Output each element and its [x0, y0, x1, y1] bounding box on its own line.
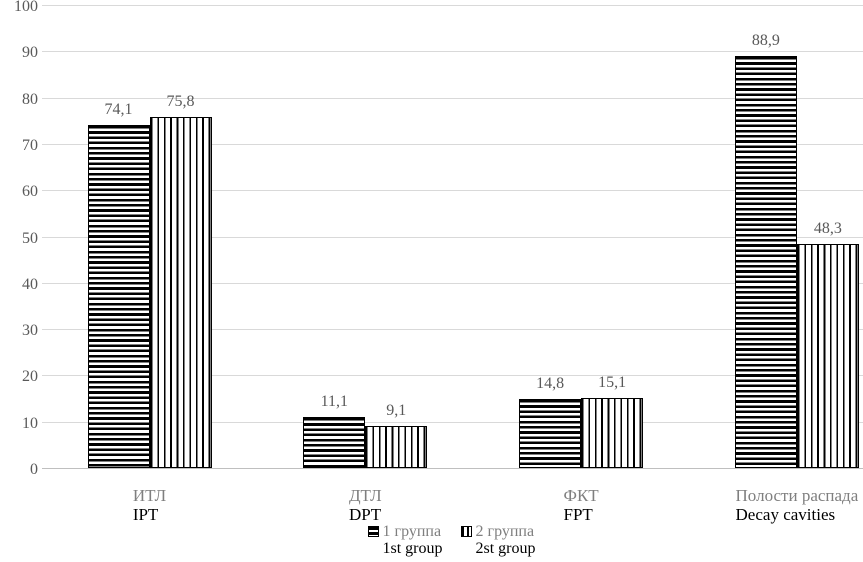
- bar-vertical-stripes-decay-cavities: [796, 244, 859, 468]
- y-axis-tick-label: 10: [22, 414, 38, 432]
- data-label: 11,1: [320, 392, 348, 410]
- category-label-ru: Полости распада: [735, 486, 859, 505]
- category-label-fpt: ФКТ FPT: [564, 486, 599, 524]
- category-label-ru: ФКТ: [563, 486, 599, 505]
- legend-entry-group2: 2 группа 2st group: [460, 523, 536, 557]
- bar-vertical-stripes-ipt: [149, 117, 212, 468]
- y-axis-tick-label: 20: [22, 368, 38, 386]
- y-axis-tick-label: 0: [30, 461, 38, 478]
- gridline: [42, 51, 863, 53]
- category-label-en: Decay cavities: [735, 505, 836, 524]
- x-axis-line: [42, 468, 863, 469]
- legend-label-group2-ru: 2 группа: [475, 523, 535, 540]
- category-label-dpt: ДТЛ DPT: [349, 486, 382, 524]
- legend-label-group1-en: 1st group: [382, 540, 443, 557]
- gridline: [42, 421, 863, 423]
- gridline: [42, 5, 863, 6]
- data-label: 74,1: [104, 100, 133, 118]
- bar-vertical-stripes-fpt: [581, 398, 644, 468]
- y-axis-tick-label: 30: [22, 322, 38, 340]
- data-label: 15,1: [598, 374, 627, 392]
- bar-horizontal-stripes-dpt: [303, 416, 366, 468]
- y-axis-tick-label: 40: [22, 275, 38, 293]
- bar-horizontal-stripes-fpt: [519, 399, 582, 468]
- chart-legend: 1 группа 1st group 2 группа 2st group: [20, 523, 863, 557]
- category-label-ipt: ИТЛ IPT: [133, 486, 166, 524]
- legend-label-group1-ru: 1 группа: [382, 523, 442, 540]
- gridline: [42, 329, 863, 331]
- category-label-ru: ИТЛ: [132, 486, 167, 505]
- legend-label-group2-en: 2st group: [475, 540, 536, 557]
- data-label: 48,3: [813, 220, 842, 238]
- y-axis-tick-label: 90: [22, 44, 38, 62]
- data-label: 88,9: [751, 32, 780, 50]
- gridline: [42, 282, 863, 284]
- y-axis-tick-label: 60: [22, 183, 38, 201]
- gridline: [42, 190, 863, 192]
- bar-horizontal-stripes-ipt: [87, 124, 150, 468]
- gridline: [42, 375, 863, 377]
- data-label: 14,8: [536, 375, 565, 393]
- y-axis-tick-label: 50: [22, 229, 38, 247]
- gridline: [42, 143, 863, 145]
- gridline: [42, 236, 863, 238]
- bar-horizontal-stripes-decay-cavities: [734, 56, 797, 468]
- category-label-en: FPT: [563, 505, 593, 524]
- gridline: [42, 97, 863, 99]
- category-label-ru: ДТЛ: [348, 486, 382, 505]
- category-label-en: DPT: [348, 505, 382, 524]
- legend-swatch-horizontal-stripes-icon: [367, 526, 379, 537]
- data-label: 9,1: [386, 401, 407, 419]
- category-label-decay-cavities: Полости распада Decay cavities: [736, 486, 859, 524]
- category-label-en: IPT: [132, 505, 159, 524]
- legend-entry-group1: 1 группа 1st group: [367, 523, 443, 557]
- y-axis-tick-label: 100: [14, 0, 38, 15]
- y-axis-tick-label: 70: [22, 136, 38, 154]
- legend-swatch-vertical-stripes-icon: [460, 526, 472, 537]
- bar-vertical-stripes-dpt: [365, 425, 428, 468]
- data-label: 75,8: [166, 93, 195, 111]
- y-axis-tick-label: 80: [22, 90, 38, 108]
